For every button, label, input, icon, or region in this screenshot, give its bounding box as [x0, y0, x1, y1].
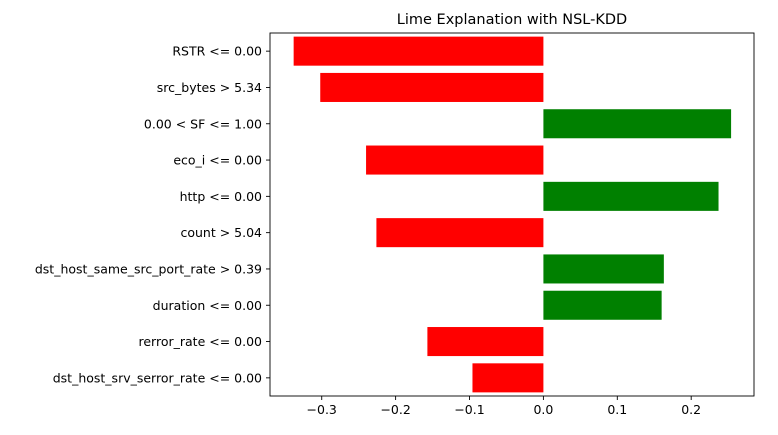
bar-5 [376, 218, 544, 248]
bar-7 [543, 290, 662, 320]
bar-6 [543, 254, 664, 284]
y-axis-ticks: RSTR <= 0.00 src_bytes > 5.34 0.00 < SF <=… [35, 44, 270, 385]
bar-4 [543, 181, 719, 211]
x-axis-ticks: −0.3 −0.2 −0.1 0.0 0.1 0.2 [307, 396, 701, 417]
bar-3 [366, 145, 544, 175]
bar-0 [293, 36, 544, 66]
x-tick-label: −0.2 [380, 402, 410, 417]
bar-2 [543, 109, 732, 139]
bars-group [293, 36, 732, 393]
y-tick-label: src_bytes > 5.34 [157, 80, 262, 95]
x-tick-label: 0.1 [607, 402, 627, 417]
bar-8 [427, 327, 544, 357]
bar-1 [320, 72, 544, 102]
y-tick-label: dst_host_srv_serror_rate <= 0.00 [53, 370, 262, 385]
y-tick-label: http <= 0.00 [180, 189, 262, 204]
y-tick-label: dst_host_same_src_port_rate > 0.39 [35, 261, 262, 276]
plot-frame [269, 32, 755, 397]
y-tick-label: rerror_rate <= 0.00 [139, 334, 263, 349]
x-tick-label: −0.3 [307, 402, 337, 417]
x-tick-label: 0.0 [533, 402, 553, 417]
x-tick-label: −0.1 [454, 402, 484, 417]
y-tick-label: RSTR <= 0.00 [172, 44, 262, 59]
x-tick-label: 0.2 [681, 402, 701, 417]
y-tick-label: count > 5.04 [180, 225, 262, 240]
y-tick-label: duration <= 0.00 [153, 298, 262, 313]
bar-9 [472, 363, 544, 393]
chart-title: Lime Explanation with NSL-KDD [397, 12, 627, 28]
y-tick-label: eco_i <= 0.00 [173, 153, 262, 168]
y-tick-label: 0.00 < SF <= 1.00 [144, 116, 262, 131]
